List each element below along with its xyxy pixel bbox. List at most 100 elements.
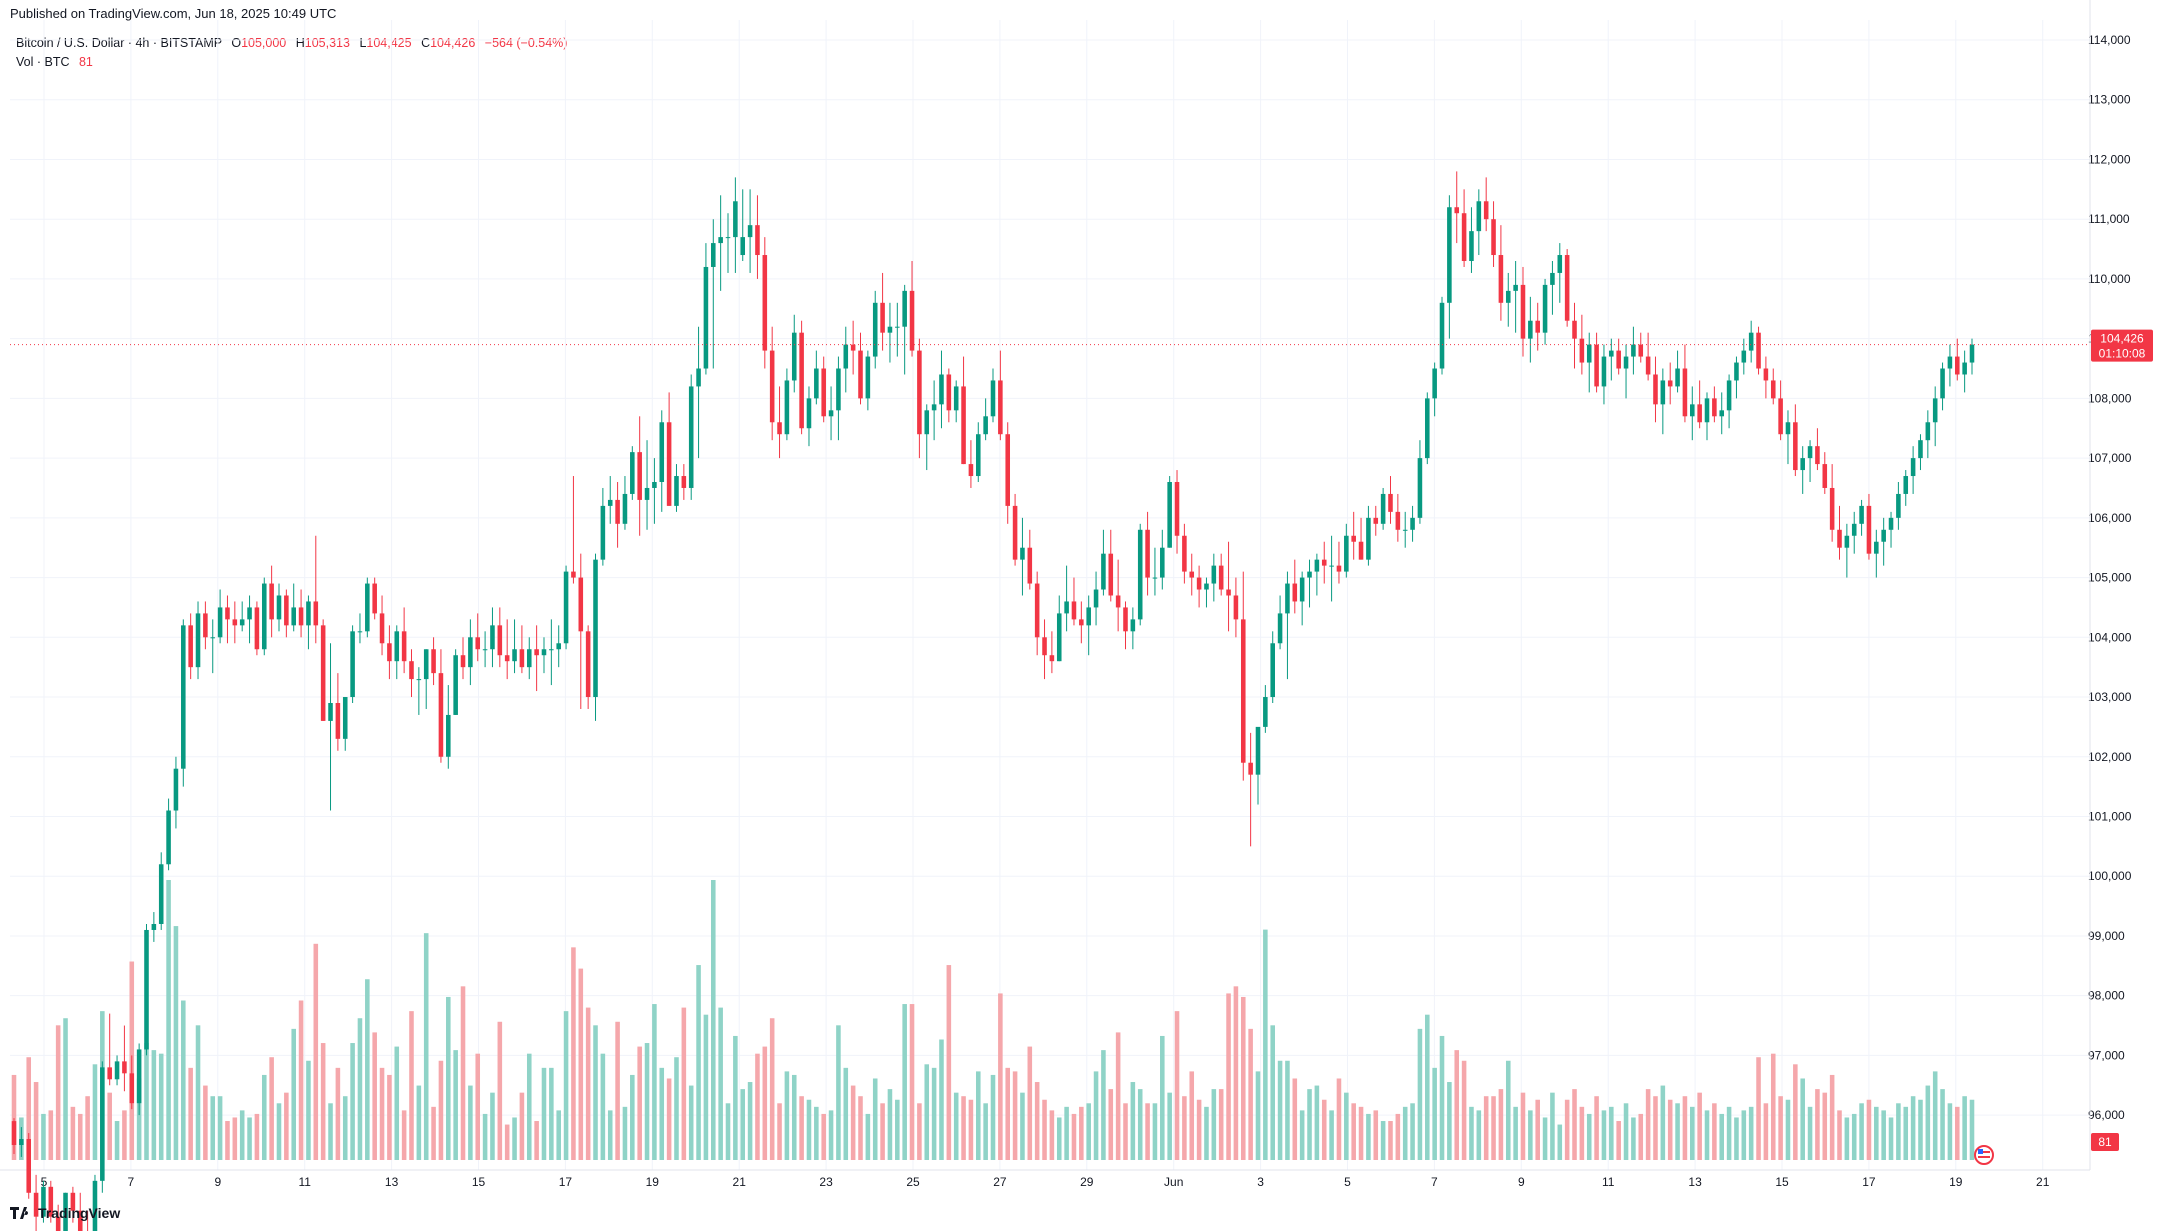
candle-body bbox=[129, 1073, 135, 1104]
y-tick-label: 110,000 bbox=[2088, 272, 2131, 286]
us-flag-icon bbox=[1974, 1145, 1994, 1165]
x-tick-label: 5 bbox=[1344, 1175, 1351, 1189]
last-volume-label: 81 bbox=[2098, 1135, 2112, 1149]
candle-body bbox=[644, 487, 650, 500]
candle-body bbox=[225, 607, 230, 620]
volume-bar bbox=[1196, 1099, 1202, 1160]
candle-body bbox=[1903, 476, 1909, 494]
candle-body bbox=[357, 631, 363, 633]
candle-body bbox=[1270, 643, 1275, 698]
us-flag-stripe bbox=[1978, 1151, 1990, 1153]
candle-body bbox=[1425, 398, 1430, 459]
x-tick-label: 27 bbox=[993, 1175, 1007, 1189]
candle-body bbox=[1285, 583, 1290, 614]
volume-bar bbox=[26, 1057, 32, 1160]
volume-bar bbox=[497, 1021, 503, 1160]
candle-body bbox=[968, 464, 974, 477]
candle-body bbox=[122, 1061, 127, 1074]
volume-bar bbox=[519, 1092, 525, 1160]
candle-body bbox=[895, 326, 900, 328]
candle-body bbox=[1093, 589, 1099, 608]
candle-body bbox=[1505, 290, 1511, 303]
volume-bar bbox=[1726, 1106, 1732, 1160]
volume-bar bbox=[946, 965, 952, 1160]
candle-body bbox=[637, 452, 642, 500]
candle-body bbox=[1123, 607, 1128, 632]
volume-bar bbox=[328, 1103, 333, 1160]
candle-body bbox=[740, 237, 746, 256]
candle-body bbox=[1380, 493, 1386, 524]
volume-label[interactable]: Vol · BTC bbox=[16, 55, 70, 69]
y-tick-label: 111,000 bbox=[2088, 212, 2130, 226]
volume-bar bbox=[1947, 1103, 1953, 1160]
volume-bar bbox=[696, 965, 701, 1160]
candle-body bbox=[158, 864, 164, 924]
candle-body bbox=[460, 655, 466, 668]
volume-bar bbox=[1218, 1089, 1224, 1160]
candle-body bbox=[1807, 446, 1813, 459]
candle-body bbox=[1586, 344, 1592, 363]
volume-bar bbox=[865, 1113, 871, 1160]
candle-body bbox=[144, 929, 149, 1050]
tradingview-logo[interactable]: TradingView bbox=[10, 1205, 120, 1221]
candle-body bbox=[372, 583, 377, 614]
volume-bar bbox=[1108, 1089, 1114, 1160]
volume-bar bbox=[1380, 1121, 1386, 1160]
volume-bar bbox=[983, 1103, 988, 1160]
volume-bar bbox=[887, 1089, 893, 1160]
volume-bar bbox=[1807, 1106, 1813, 1160]
volume-bar bbox=[1425, 1014, 1430, 1160]
candle-body bbox=[409, 661, 414, 680]
volume-bar bbox=[821, 1113, 826, 1160]
candle-body bbox=[431, 649, 436, 674]
volume-bar bbox=[1513, 1106, 1518, 1160]
candle-body bbox=[1160, 547, 1165, 578]
candle-body bbox=[19, 1139, 24, 1145]
candle-body bbox=[1962, 362, 1967, 375]
candle-body bbox=[1778, 398, 1783, 435]
x-tick-label: 19 bbox=[1949, 1175, 1963, 1189]
candle-body bbox=[1770, 380, 1776, 399]
volume-bar bbox=[254, 1113, 260, 1160]
candle-body bbox=[1859, 505, 1864, 524]
volume-bar bbox=[63, 1018, 68, 1160]
candle-body bbox=[1307, 571, 1312, 578]
candle-body bbox=[100, 1067, 105, 1181]
volume-bar bbox=[1417, 1028, 1423, 1160]
candle-body bbox=[563, 571, 569, 644]
candle-body bbox=[924, 410, 930, 435]
volume-bar bbox=[961, 1096, 966, 1160]
volume-bar bbox=[504, 1124, 510, 1160]
volume-bar bbox=[1042, 1099, 1047, 1160]
volume-bar bbox=[350, 1043, 355, 1160]
volume-bar bbox=[1329, 1110, 1334, 1160]
volume-bar bbox=[85, 1096, 90, 1160]
candle-body bbox=[939, 374, 944, 405]
candle-body bbox=[217, 607, 223, 638]
candle-body bbox=[1321, 559, 1327, 566]
volume-bar bbox=[1351, 1103, 1356, 1160]
candle-body bbox=[77, 1210, 83, 1231]
y-tick-label: 113,000 bbox=[2088, 93, 2131, 107]
volume-bar bbox=[291, 1028, 296, 1160]
volume-bar bbox=[990, 1074, 996, 1160]
candle-body bbox=[1152, 577, 1158, 579]
candle-body bbox=[1874, 541, 1879, 554]
volume-bar bbox=[1837, 1110, 1842, 1160]
volume-bar bbox=[1586, 1113, 1592, 1160]
candle-body bbox=[593, 559, 598, 698]
candle-body bbox=[1851, 523, 1857, 536]
candle-body bbox=[1248, 762, 1253, 775]
candle-body bbox=[814, 368, 819, 399]
y-tick-label: 96,000 bbox=[2088, 1108, 2125, 1122]
volume-bar bbox=[1130, 1082, 1136, 1160]
candle-body bbox=[136, 1049, 142, 1104]
volume-bar bbox=[1240, 996, 1246, 1160]
candle-body bbox=[1734, 362, 1739, 381]
volume-bar bbox=[173, 926, 179, 1160]
volume-bar bbox=[232, 1117, 238, 1160]
volume-bar bbox=[850, 1085, 856, 1160]
candle-body bbox=[276, 595, 282, 620]
volume-bar bbox=[482, 1113, 488, 1160]
